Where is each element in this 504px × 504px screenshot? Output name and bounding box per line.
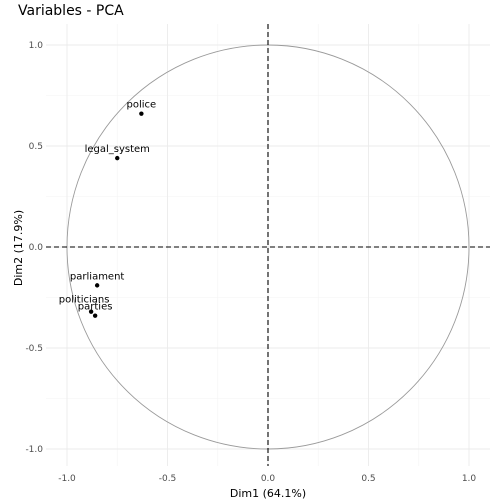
data-label-parties: parties <box>78 302 113 313</box>
data-label-legal-system: legal_system <box>85 144 150 155</box>
x-axis-title: Dim1 (64.1%) <box>230 487 306 500</box>
data-point-politicians <box>88 309 94 314</box>
data-labels: police legal_system parliament politiciansp… <box>59 100 156 313</box>
x-tick-label: -1.0 <box>58 474 76 484</box>
y-tick-label: -1.0 <box>25 445 43 455</box>
x-axis-ticks: -1.0 -0.5 0.0 0.5 1.0 <box>58 474 476 484</box>
data-label-police: police <box>127 100 157 111</box>
data-label-parliament: parliament <box>70 271 125 282</box>
data-point-parliament <box>94 283 100 288</box>
y-tick-label: 0.5 <box>29 142 43 152</box>
y-tick-label: 0.0 <box>29 243 44 253</box>
x-tick-label: -0.5 <box>159 474 177 484</box>
data-point-legal-system <box>115 155 120 161</box>
y-axis-ticks: -1.0 -0.5 0.0 0.5 1.0 <box>25 41 43 455</box>
data-point-parties <box>92 313 98 318</box>
y-tick-label: -0.5 <box>25 344 43 354</box>
y-axis-title: Dim2 (17.9%) <box>12 210 25 286</box>
data-point-police <box>139 111 144 116</box>
data-label-politicians: politicians <box>59 295 110 306</box>
x-tick-label: 0.0 <box>261 474 276 484</box>
data-points <box>88 111 144 318</box>
reference-lines <box>46 24 490 466</box>
x-tick-label: 0.5 <box>361 474 375 484</box>
y-tick-label: 1.0 <box>29 41 44 51</box>
chart-title: Variables - PCA <box>18 3 124 19</box>
x-tick-label: 1.0 <box>462 474 477 484</box>
